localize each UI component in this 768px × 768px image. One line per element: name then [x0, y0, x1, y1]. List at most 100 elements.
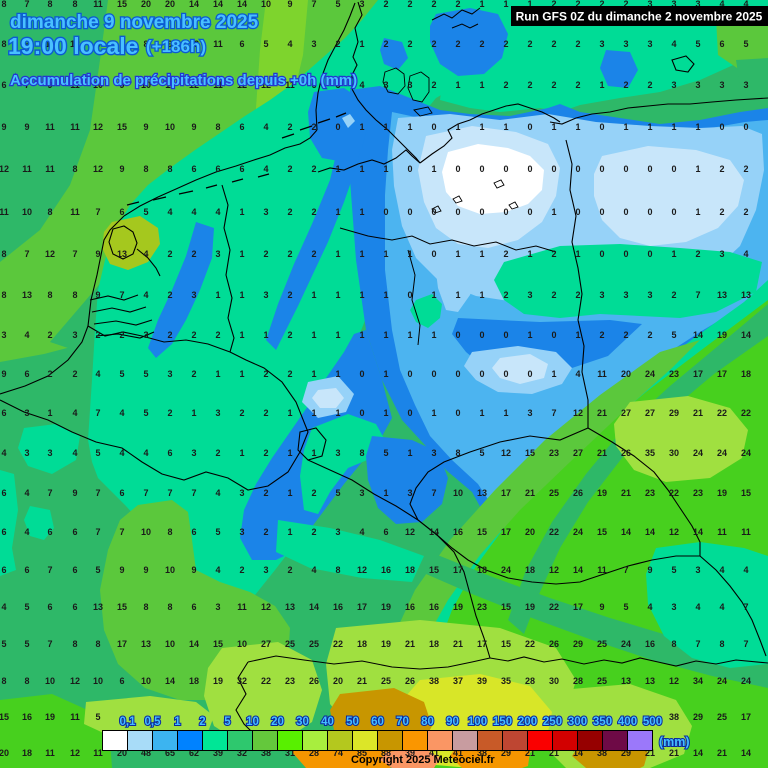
- svg-text:0: 0: [455, 207, 460, 217]
- svg-text:3: 3: [671, 0, 676, 9]
- svg-text:1: 1: [335, 249, 340, 259]
- svg-text:8: 8: [95, 639, 100, 649]
- svg-text:0: 0: [407, 164, 412, 174]
- svg-text:22: 22: [669, 488, 679, 498]
- svg-text:32: 32: [237, 748, 247, 758]
- svg-text:2: 2: [647, 330, 652, 340]
- svg-text:12: 12: [669, 527, 679, 537]
- svg-text:3: 3: [671, 602, 676, 612]
- svg-text:41: 41: [429, 748, 439, 758]
- svg-text:2: 2: [239, 565, 244, 575]
- svg-text:3: 3: [72, 330, 77, 340]
- svg-text:3: 3: [719, 249, 724, 259]
- svg-text:2: 2: [623, 80, 628, 90]
- svg-text:27: 27: [645, 408, 655, 418]
- svg-text:1: 1: [359, 290, 364, 300]
- svg-text:1: 1: [407, 330, 412, 340]
- svg-text:5: 5: [479, 448, 484, 458]
- svg-text:2: 2: [647, 80, 652, 90]
- svg-text:26: 26: [549, 639, 559, 649]
- svg-text:0: 0: [599, 207, 604, 217]
- svg-text:8: 8: [335, 565, 340, 575]
- svg-text:1: 1: [527, 330, 532, 340]
- svg-text:7: 7: [623, 565, 628, 575]
- svg-text:6: 6: [119, 39, 124, 49]
- svg-text:9: 9: [167, 39, 172, 49]
- svg-text:5: 5: [335, 0, 340, 9]
- svg-text:20: 20: [141, 0, 151, 9]
- svg-text:17: 17: [357, 602, 367, 612]
- svg-text:4: 4: [359, 80, 364, 90]
- svg-text:2: 2: [575, 39, 580, 49]
- svg-text:8: 8: [143, 602, 148, 612]
- svg-text:1: 1: [575, 330, 580, 340]
- svg-text:4: 4: [671, 39, 676, 49]
- svg-text:3: 3: [215, 602, 220, 612]
- svg-text:2: 2: [287, 122, 292, 132]
- svg-text:22: 22: [717, 408, 727, 418]
- svg-text:21: 21: [669, 748, 679, 758]
- svg-text:3: 3: [24, 448, 29, 458]
- svg-text:2: 2: [551, 0, 556, 9]
- svg-text:2: 2: [311, 249, 316, 259]
- svg-text:Run GFS 0Z du dimanche 2 novem: Run GFS 0Z du dimanche 2 novembre 2025: [516, 10, 763, 24]
- svg-text:2: 2: [431, 80, 436, 90]
- svg-text:9: 9: [143, 122, 148, 132]
- svg-text:27: 27: [573, 448, 583, 458]
- svg-text:11: 11: [93, 748, 103, 758]
- svg-text:19:00 locale: 19:00 locale: [8, 33, 138, 59]
- svg-text:6: 6: [119, 488, 124, 498]
- svg-text:13: 13: [141, 639, 151, 649]
- svg-text:0: 0: [503, 330, 508, 340]
- svg-text:1: 1: [383, 249, 388, 259]
- svg-text:1: 1: [359, 39, 364, 49]
- svg-text:3: 3: [143, 330, 148, 340]
- svg-text:5: 5: [671, 330, 676, 340]
- svg-text:10: 10: [261, 0, 271, 9]
- svg-text:8: 8: [95, 39, 100, 49]
- svg-text:1: 1: [575, 249, 580, 259]
- svg-text:1: 1: [479, 408, 484, 418]
- svg-text:13: 13: [22, 290, 32, 300]
- svg-text:13: 13: [741, 290, 751, 300]
- svg-text:3: 3: [263, 290, 268, 300]
- svg-text:14: 14: [429, 527, 439, 537]
- svg-text:17: 17: [477, 639, 487, 649]
- svg-text:4: 4: [695, 602, 700, 612]
- svg-text:23: 23: [645, 488, 655, 498]
- svg-text:10: 10: [45, 676, 55, 686]
- svg-text:6: 6: [47, 527, 52, 537]
- svg-text:38: 38: [597, 748, 607, 758]
- svg-text:0: 0: [407, 207, 412, 217]
- svg-text:0: 0: [503, 369, 508, 379]
- svg-text:1: 1: [239, 330, 244, 340]
- svg-text:150: 150: [493, 716, 512, 728]
- svg-text:4: 4: [24, 488, 29, 498]
- svg-text:23: 23: [669, 369, 679, 379]
- svg-text:10: 10: [93, 80, 103, 90]
- svg-text:21: 21: [645, 748, 655, 758]
- svg-text:12: 12: [70, 39, 80, 49]
- svg-text:2: 2: [335, 39, 340, 49]
- svg-text:12: 12: [70, 748, 80, 758]
- svg-text:3: 3: [263, 207, 268, 217]
- svg-text:4: 4: [215, 488, 220, 498]
- svg-text:0: 0: [335, 122, 340, 132]
- svg-text:14: 14: [573, 748, 583, 758]
- svg-text:11: 11: [70, 712, 80, 722]
- svg-text:1: 1: [695, 164, 700, 174]
- svg-text:21: 21: [717, 748, 727, 758]
- svg-text:0: 0: [479, 207, 484, 217]
- svg-text:24: 24: [573, 527, 583, 537]
- svg-text:19: 19: [525, 602, 535, 612]
- svg-text:1: 1: [599, 80, 604, 90]
- svg-text:1: 1: [407, 448, 412, 458]
- svg-text:4: 4: [72, 448, 77, 458]
- svg-text:1: 1: [407, 249, 412, 259]
- svg-text:6: 6: [72, 602, 77, 612]
- svg-text:2: 2: [407, 0, 412, 9]
- svg-text:11: 11: [741, 527, 751, 537]
- svg-text:8: 8: [1, 249, 6, 259]
- svg-text:9: 9: [1, 122, 6, 132]
- svg-text:2: 2: [199, 716, 205, 728]
